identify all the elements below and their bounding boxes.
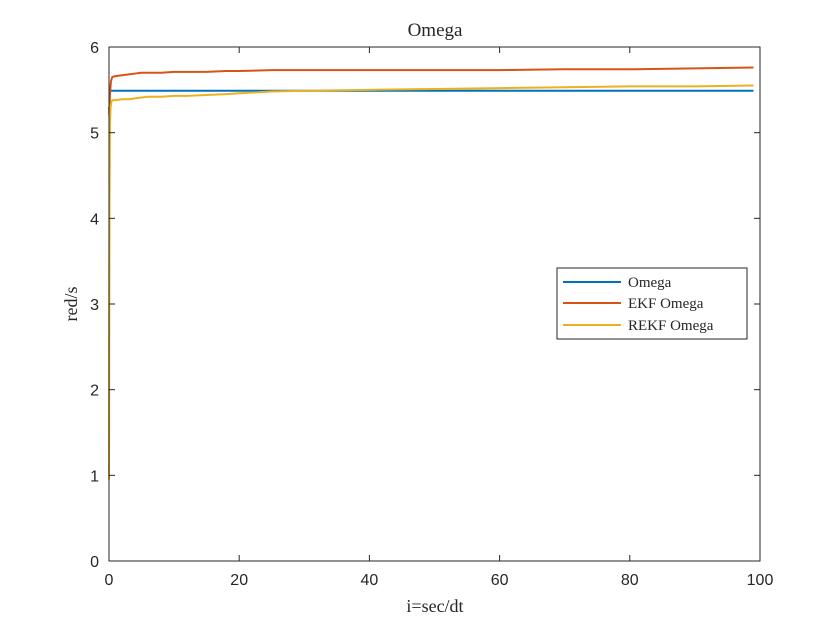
y-tick-label: 3 — [90, 297, 99, 314]
series-layer — [108, 66, 754, 480]
x-tick-label: 20 — [230, 572, 248, 589]
x-tick-label: 0 — [105, 572, 114, 589]
y-tick-label: 4 — [90, 211, 99, 228]
x-tick-label: 60 — [491, 572, 509, 589]
x-tick-label: 40 — [361, 572, 379, 589]
chart-title: Omega — [408, 20, 463, 41]
axes-layer: 0 20 40 60 80 100 0 1 2 3 4 5 6 — [90, 40, 773, 589]
y-tick-label: 5 — [90, 126, 99, 143]
y-tick-label: 1 — [90, 468, 99, 485]
x-tick-label: 100 — [747, 572, 774, 589]
y-tick-label: 6 — [90, 40, 99, 57]
series-line-rekf-omega — [108, 84, 754, 480]
series-line-ekf-omega — [108, 66, 754, 117]
y-tick-label: 2 — [90, 383, 99, 400]
y-tick-label: 0 — [90, 554, 99, 571]
legend-entry-rekf-omega: REKF Omega — [628, 318, 714, 334]
x-tick-label: 80 — [621, 572, 639, 589]
legend: Omega EKF Omega REKF Omega — [556, 267, 748, 340]
legend-entry-omega: Omega — [628, 275, 672, 291]
x-axis-label: i=sec/dt — [406, 596, 463, 616]
y-axis-label: red/s — [61, 287, 81, 322]
legend-entry-ekf-omega: EKF Omega — [628, 296, 704, 312]
